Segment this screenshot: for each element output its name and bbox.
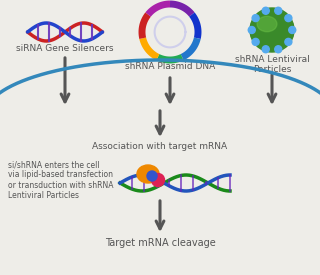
Circle shape xyxy=(250,8,294,52)
Ellipse shape xyxy=(257,16,277,32)
Text: Association with target mRNA: Association with target mRNA xyxy=(92,142,228,151)
Circle shape xyxy=(262,7,269,14)
Circle shape xyxy=(262,46,269,53)
Circle shape xyxy=(252,15,259,22)
Circle shape xyxy=(275,46,282,53)
Ellipse shape xyxy=(137,165,159,183)
Circle shape xyxy=(285,15,292,22)
Text: shRNA Lentiviral
Particles: shRNA Lentiviral Particles xyxy=(235,55,309,75)
Ellipse shape xyxy=(151,174,164,186)
Text: Target mRNA cleavage: Target mRNA cleavage xyxy=(105,238,215,248)
Text: shRNA Plasmid DNA: shRNA Plasmid DNA xyxy=(125,62,215,71)
Circle shape xyxy=(248,26,255,34)
Ellipse shape xyxy=(147,171,157,181)
Circle shape xyxy=(285,39,292,45)
Text: si/shRNA enters the cell
via lipid-based transfection
or transduction with shRNA: si/shRNA enters the cell via lipid-based… xyxy=(8,160,114,200)
Text: siRNA Gene Silencers: siRNA Gene Silencers xyxy=(16,44,114,53)
Circle shape xyxy=(275,7,282,14)
Circle shape xyxy=(289,26,296,34)
Circle shape xyxy=(252,39,259,45)
